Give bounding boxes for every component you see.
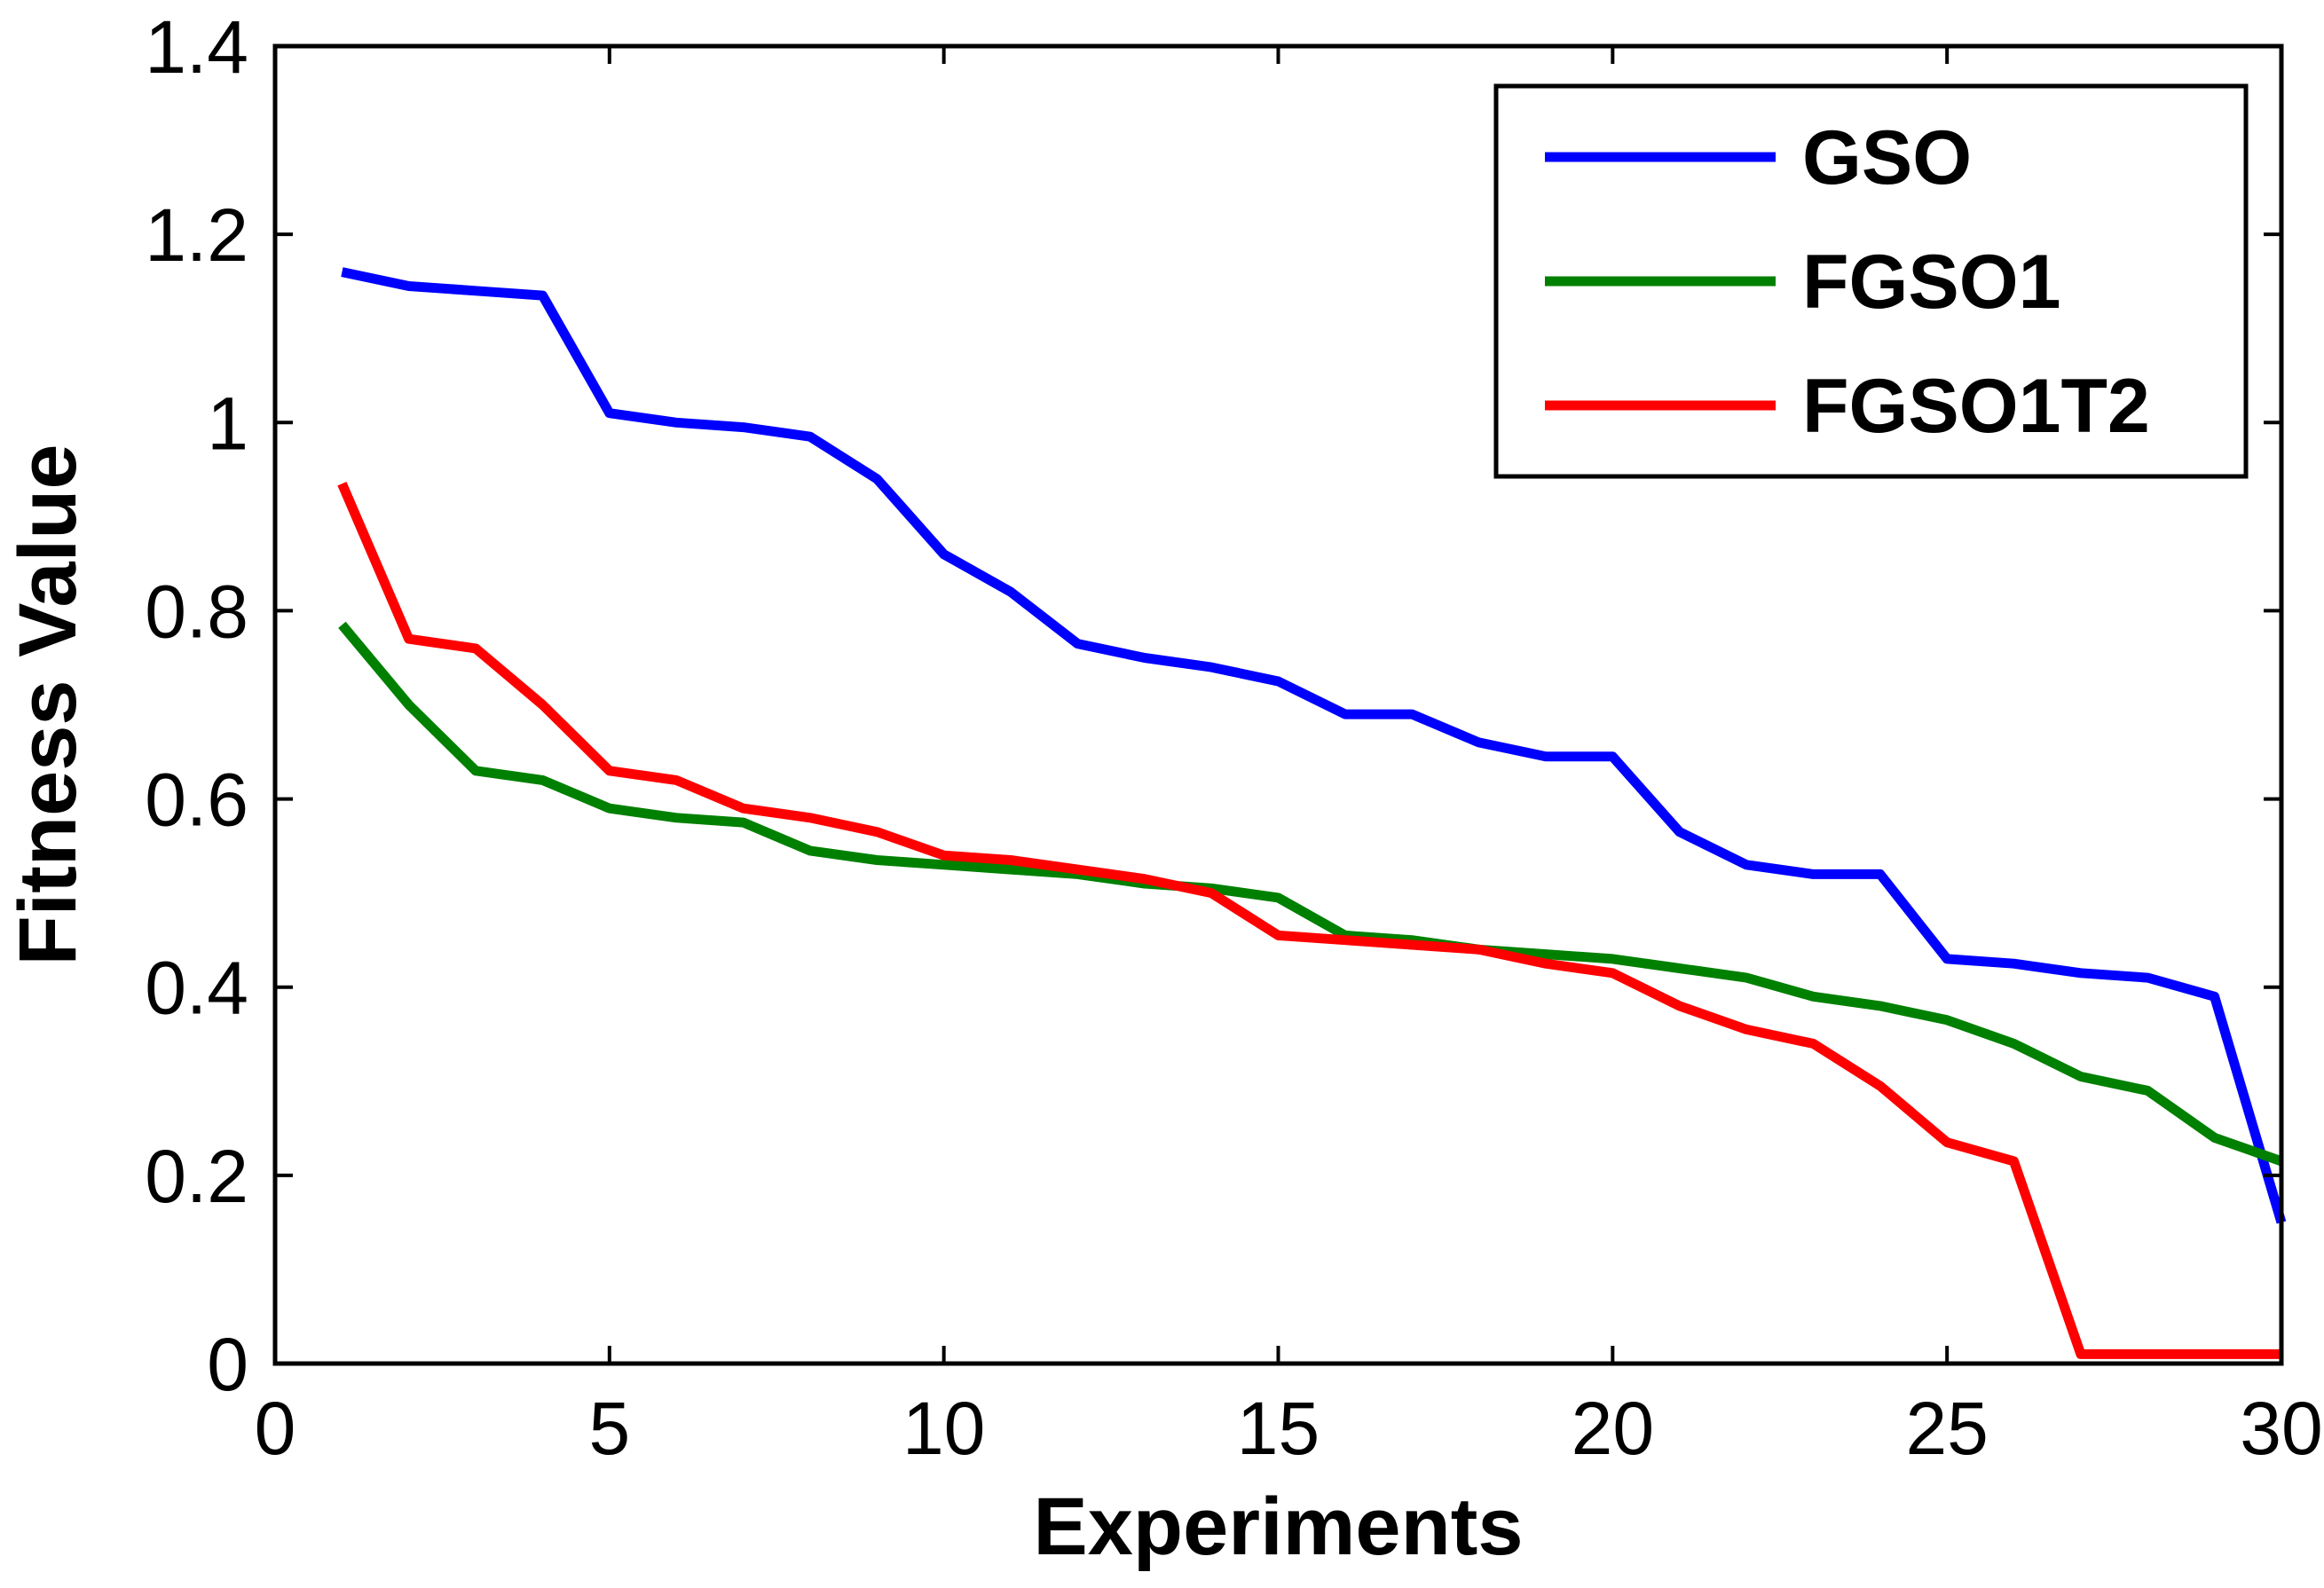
y-tick-label: 0 — [207, 1323, 248, 1406]
legend-label-fgso1t2: FGSO1T2 — [1802, 364, 2150, 449]
series-line-fgso1t2 — [337, 482, 2281, 1359]
x-tick-label: 10 — [902, 1387, 985, 1470]
legend: GSO FGSO1 FGSO1T2 — [1493, 83, 2249, 479]
axis-ticks — [273, 44, 2283, 1365]
legend-label-gso: GSO — [1802, 115, 1972, 200]
x-tick-label: 5 — [588, 1387, 630, 1470]
y-tick-label: 0.2 — [145, 1135, 248, 1218]
y-tick-label: 1 — [207, 381, 248, 465]
y-axis-title: Fitness Value — [3, 444, 93, 965]
x-tick-label: 0 — [255, 1387, 296, 1470]
series-line-fgso1 — [338, 621, 2283, 1167]
x-tick-label: 20 — [1572, 1387, 1654, 1470]
x-tick-labels: 0 5 10 15 20 25 30 — [255, 1387, 2323, 1470]
y-tick-label: 1.4 — [145, 5, 248, 89]
series-line-gso — [341, 267, 2287, 1224]
y-tick-label: 0.8 — [145, 570, 248, 653]
x-tick-label: 30 — [2240, 1387, 2322, 1470]
legend-label-fgso1: FGSO1 — [1802, 240, 2061, 325]
series-layer — [337, 267, 2287, 1359]
x-tick-label: 25 — [1905, 1387, 1988, 1470]
x-tick-label: 15 — [1237, 1387, 1320, 1470]
y-tick-labels: 0 0.2 0.4 0.6 0.8 1 1.2 1.4 — [145, 5, 248, 1406]
y-tick-label: 0.6 — [145, 759, 248, 842]
y-tick-label: 1.2 — [145, 193, 248, 277]
x-axis-title: Experiments — [1033, 1482, 1523, 1572]
y-tick-label: 0.4 — [145, 947, 248, 1030]
